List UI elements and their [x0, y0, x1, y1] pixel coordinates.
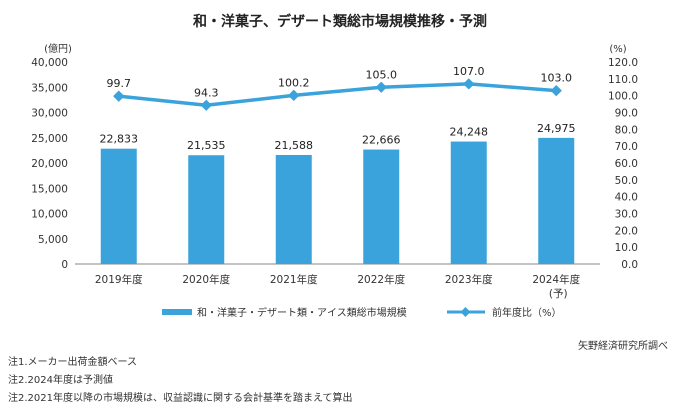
line-point [113, 90, 125, 102]
line-data-label: 100.2 [278, 76, 310, 89]
left-tick-label: 10,000 [31, 209, 68, 221]
right-tick-label: 100.0 [608, 91, 638, 103]
line-data-label: 103.0 [541, 72, 573, 85]
bar-data-label: 21,588 [275, 139, 314, 152]
right-axis: 0.0 10.0 20.0 30.0 40.0 50.0 60.0 70.0 80.0 90.0 1… [608, 57, 638, 271]
left-tick-label: 25,000 [31, 133, 68, 145]
bar-data-label: 22,666 [362, 134, 401, 147]
line-path [118, 82, 557, 108]
left-tick-label: 20,000 [31, 158, 68, 170]
right-tick-label: 60.0 [615, 158, 638, 170]
line-point [288, 89, 300, 101]
left-axis: 0 5,000 10,000 15,000 20,000 25,000 30,000 35,0… [31, 57, 68, 271]
line-point [550, 84, 562, 97]
note-1: 注1.メーカー出荷金額ベース [8, 357, 138, 368]
x-tick-label: 2021年度 [270, 273, 318, 286]
left-tick-label: 15,000 [31, 183, 68, 195]
bar-data-label: 24,248 [450, 126, 489, 139]
right-axis-unit: (%) [609, 44, 626, 55]
x-tick-sublabel: (予) [549, 288, 568, 300]
right-tick-label: 50.0 [615, 175, 638, 187]
legend-bar-label: 和・洋菓子・デザート類・アイス類総市場規模 [197, 306, 407, 319]
right-tick-label: 90.0 [615, 108, 638, 120]
bar-data-label: 22,833 [100, 133, 139, 146]
right-tick-label: 40.0 [615, 192, 638, 204]
chart-title: 和・洋菓子、デザート類総市場規模推移・予測 [193, 13, 487, 30]
right-tick-label: 110.0 [608, 74, 638, 86]
left-tick-label: 40,000 [31, 57, 68, 69]
x-tick-label: 2020年度 [182, 273, 230, 286]
bar [275, 154, 312, 264]
bar [450, 141, 487, 264]
line-point [463, 78, 475, 90]
right-tick-label: 20.0 [615, 225, 638, 237]
line-data-label: 94.3 [194, 86, 219, 99]
x-tick-label: 2024年度 [532, 273, 580, 286]
left-tick-label: 0 [61, 259, 68, 271]
legend-line-marker [460, 307, 471, 317]
bar [188, 155, 225, 264]
x-tick-label: 2023年度 [445, 273, 493, 286]
x-axis: 2019年度 2020年度 2021年度 2022年度 2023年度 2024年度 (予) [95, 273, 581, 300]
right-tick-label: 30.0 [615, 209, 638, 221]
bar [100, 148, 137, 264]
left-tick-label: 35,000 [31, 82, 68, 94]
legend-bar-swatch [162, 309, 192, 315]
source-credit: 矢野経済研究所調べ [578, 339, 668, 352]
right-tick-label: 80.0 [615, 124, 638, 136]
legend-line-label: 前年度比（%） [492, 306, 562, 319]
line-data-label: 99.7 [107, 77, 132, 90]
right-tick-label: 0.0 [621, 259, 638, 271]
note-2: 注2.2024年度は予測値 [8, 375, 113, 386]
bar-data-label: 24,975 [537, 122, 576, 135]
bar [538, 137, 575, 264]
line-series: 99.7 94.3 100.2 105.0 107.0 103.0 [107, 65, 573, 111]
x-tick-label: 2022年度 [357, 273, 405, 286]
right-tick-label: 120.0 [608, 57, 638, 69]
bar-series: 22,833 21,535 21,588 22,666 24,248 24,975 [100, 122, 576, 264]
note-3: 注2.2021年度以降の市場規模は、収益認識に関する会計基準を踏まえて算出 [8, 393, 353, 404]
line-point [375, 81, 387, 93]
x-tick-label: 2019年度 [95, 273, 143, 286]
bar-data-label: 21,535 [187, 139, 226, 152]
bar [363, 149, 400, 264]
line-point [200, 99, 212, 111]
left-tick-label: 5,000 [38, 234, 68, 246]
line-data-label: 105.0 [366, 68, 398, 81]
left-axis-unit: (億円) [44, 42, 72, 55]
legend: 和・洋菓子・デザート類・アイス類総市場規模 前年度比（%） [162, 306, 562, 319]
left-tick-label: 30,000 [31, 108, 68, 120]
right-tick-label: 10.0 [615, 242, 638, 254]
right-tick-label: 70.0 [615, 141, 638, 153]
line-data-label: 107.0 [453, 65, 485, 78]
